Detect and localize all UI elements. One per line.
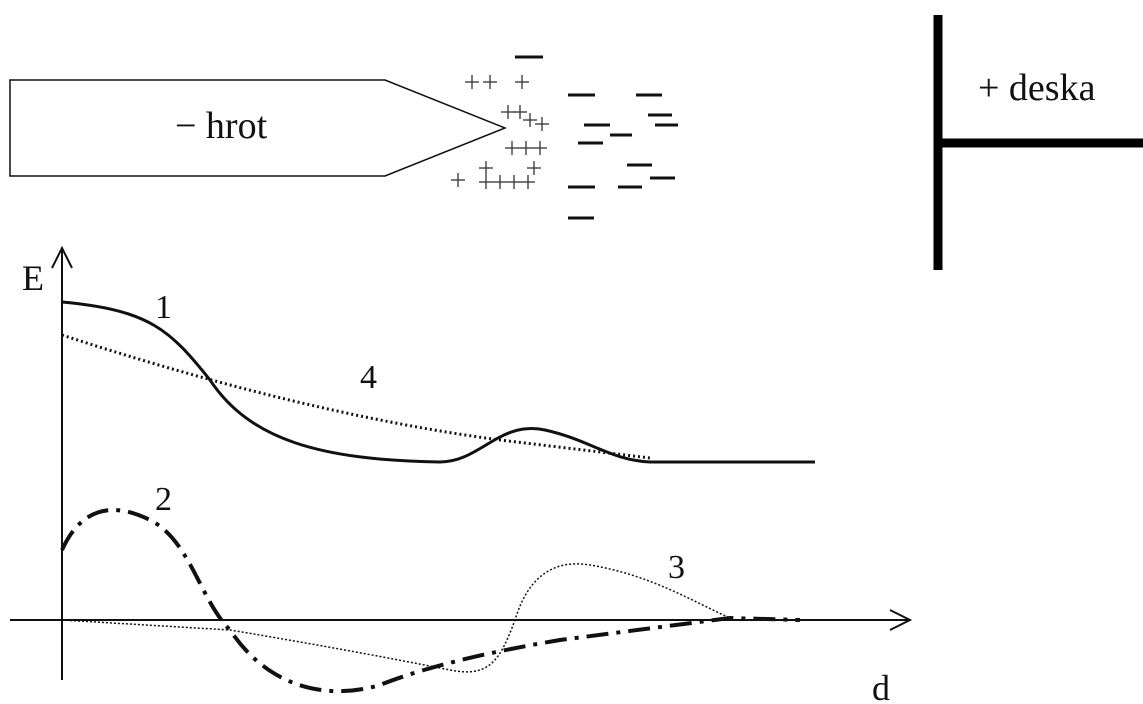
curve-3 <box>61 563 731 673</box>
tip-electrode <box>9 79 508 177</box>
plus-charge <box>532 140 548 156</box>
plus-charge <box>506 174 522 190</box>
plate-label: + deska <box>978 67 1096 109</box>
plus-charge <box>534 116 550 132</box>
plus-charge <box>522 112 538 128</box>
x-axis-label: d <box>872 668 890 704</box>
plus-charge <box>482 74 498 90</box>
plus-charge <box>514 74 530 90</box>
plus-charge <box>478 174 494 190</box>
plus-charge <box>512 104 528 120</box>
curve-label: 1 <box>155 289 172 326</box>
negative-charges <box>515 55 678 220</box>
plus-charge <box>518 140 534 156</box>
plus-charge <box>526 160 542 176</box>
plus-charge <box>464 74 480 90</box>
plus-charge <box>492 174 508 190</box>
curve-label: 2 <box>155 481 172 518</box>
plus-charge <box>504 140 520 156</box>
plus-charge <box>478 160 494 176</box>
plus-charge <box>520 174 536 190</box>
tip-label: − hrot <box>175 105 268 147</box>
plus-charge <box>500 104 516 120</box>
y-axis-label: E <box>22 258 44 298</box>
curve-label: 3 <box>668 549 685 586</box>
curve-4 <box>61 333 651 460</box>
curve-2 <box>60 508 801 694</box>
curve-1 <box>61 300 815 464</box>
curve-label: 4 <box>360 359 377 396</box>
plus-charge <box>450 172 466 188</box>
axes <box>10 245 913 680</box>
